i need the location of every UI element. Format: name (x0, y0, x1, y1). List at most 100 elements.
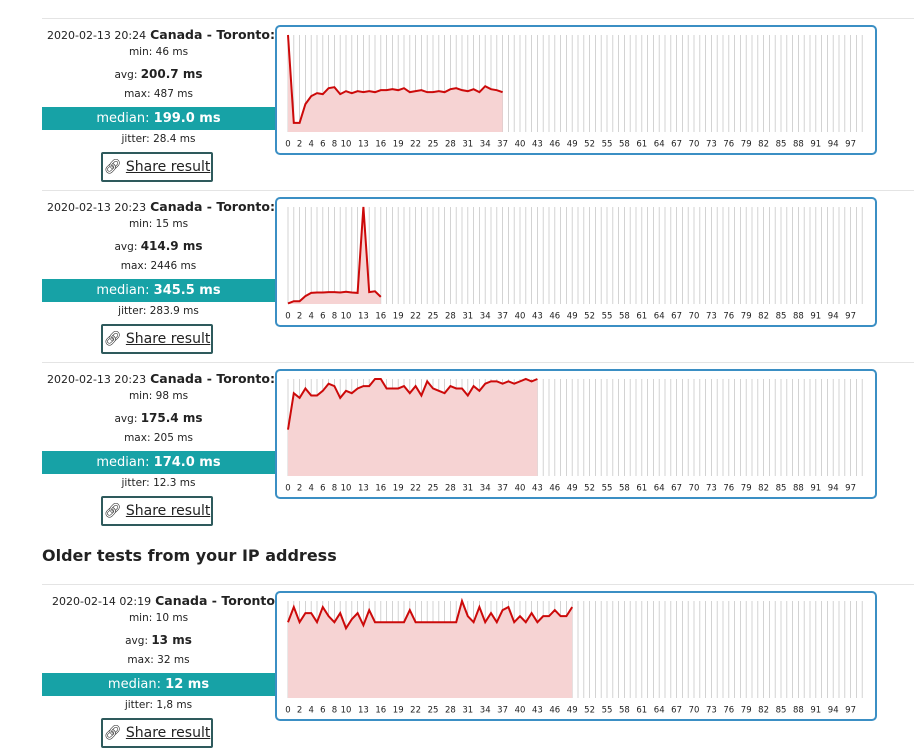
x-tick-label: 10 (341, 706, 352, 716)
x-tick-label: 10 (341, 312, 352, 322)
x-tick-label: 76 (723, 484, 734, 494)
x-tick-label: 40 (515, 706, 526, 716)
x-tick-label: 49 (567, 312, 578, 322)
x-tick-label: 85 (776, 484, 787, 494)
min-stat: min: 15 ms (42, 218, 275, 230)
share-text[interactable]: Share result (125, 159, 211, 175)
stat-label: max: (127, 654, 154, 666)
x-tick-label: 4 (308, 484, 313, 494)
x-tick-label: 70 (689, 312, 700, 322)
x-tick-label: 88 (793, 140, 804, 150)
share-text[interactable]: Share result (125, 725, 211, 741)
stat-value: 200.7 ms (140, 67, 203, 81)
x-tick-label: 82 (758, 312, 769, 322)
avg-stat: avg: 175.4 ms (42, 411, 275, 425)
separator (42, 584, 914, 585)
stat-label: min: (128, 218, 153, 230)
median-value: 345.5 ms (153, 283, 221, 298)
stat-value: 2446 ms (150, 260, 197, 272)
date: 2020-02-13 20:23 (46, 373, 147, 386)
x-tick-label: 67 (671, 484, 682, 494)
x-tick-label: 94 (828, 312, 839, 322)
x-tick-label: 25 (428, 484, 439, 494)
result-block: 2020-02-13 20:24 Canada - Toronto: min: 46… (0, 18, 914, 190)
stat-label: avg: (125, 635, 148, 647)
x-tick-label: 55 (602, 484, 613, 494)
x-tick-label: 55 (602, 312, 613, 322)
stat-label: max: (124, 432, 151, 444)
x-tick-label: 58 (619, 140, 630, 150)
x-tick-label: 55 (602, 140, 613, 150)
share-button[interactable]: 🔗︎ Share result (101, 152, 213, 182)
x-tick-label: 4 (308, 140, 313, 150)
stat-value: 10 ms (155, 612, 189, 624)
result-header: 2020-02-13 20:23 Canada - Toronto: (42, 199, 275, 214)
x-tick-label: 58 (619, 484, 630, 494)
x-tick-label: 8 (332, 706, 337, 716)
x-tick-label: 16 (375, 706, 386, 716)
x-tick-label: 76 (723, 140, 734, 150)
max-stat: max: 32 ms (42, 654, 275, 666)
median-bar: median: 12 ms (42, 673, 275, 696)
x-tick-label: 46 (549, 140, 560, 150)
x-tick-label: 37 (497, 484, 508, 494)
x-tick-label: 37 (497, 140, 508, 150)
x-tick-label: 37 (497, 312, 508, 322)
median-value: 174.0 ms (153, 455, 221, 470)
x-tick-label: 40 (515, 484, 526, 494)
x-tick-label: 10 (341, 484, 352, 494)
share-button[interactable]: 🔗︎ Share result (101, 324, 213, 354)
x-tick-label: 49 (567, 484, 578, 494)
x-tick-label: 58 (619, 706, 630, 716)
x-tick-label: 8 (332, 140, 337, 150)
share-text[interactable]: Share result (125, 503, 211, 519)
x-tick-label: 91 (810, 484, 821, 494)
x-tick-label: 22 (410, 706, 421, 716)
x-tick-label: 70 (689, 484, 700, 494)
x-tick-label: 73 (706, 706, 717, 716)
x-tick-label: 19 (393, 312, 404, 322)
date: 2020-02-13 20:23 (46, 201, 147, 214)
x-tick-label: 58 (619, 312, 630, 322)
x-tick-label: 40 (515, 312, 526, 322)
x-tick-label: 67 (671, 312, 682, 322)
x-tick-label: 76 (723, 706, 734, 716)
x-tick-label: 13 (358, 312, 369, 322)
x-tick-label: 28 (445, 312, 456, 322)
stat-label: min: (128, 46, 153, 58)
x-tick-label: 97 (845, 140, 856, 150)
share-button[interactable]: 🔗︎ Share result (101, 496, 213, 526)
stat-value: 28.4 ms (153, 133, 196, 145)
x-tick-label: 94 (828, 140, 839, 150)
x-tick-label: 13 (358, 706, 369, 716)
x-tick-label: 70 (689, 140, 700, 150)
separator (42, 190, 914, 191)
chart: 0 2 4 6 8 10 13 16 19 22 25 28 31 34 37 40 43 46 49 52 55 58 6… (285, 206, 863, 322)
median-label: median: (96, 283, 150, 298)
x-tick-label: 22 (410, 140, 421, 150)
x-tick-label: 6 (320, 484, 325, 494)
result-summary: 2020-02-13 20:23 Canada - Toronto: min: 15… (42, 190, 275, 362)
x-tick-label: 88 (793, 484, 804, 494)
x-tick-label: 52 (584, 706, 595, 716)
x-tick-label: 28 (445, 140, 456, 150)
x-tick-label: 88 (793, 706, 804, 716)
share-button[interactable]: 🔗︎ Share result (101, 718, 213, 748)
x-tick-label: 97 (845, 484, 856, 494)
x-tick-label: 0 (285, 484, 290, 494)
jitter-stat: jitter: 12.3 ms (42, 477, 275, 489)
x-tick-label: 8 (332, 312, 337, 322)
chart-box: 0 2 4 6 8 10 13 16 19 22 25 28 31 34 37 40 43 46 49 52 55 58 6… (275, 591, 877, 721)
median-bar: median: 199.0 ms (42, 107, 275, 130)
x-tick-label: 19 (393, 706, 404, 716)
max-stat: max: 205 ms (42, 432, 275, 444)
share-text[interactable]: Share result (125, 331, 211, 347)
x-tick-label: 43 (532, 140, 543, 150)
latency-line (287, 34, 503, 124)
x-tick-label: 2 (297, 312, 302, 322)
median-label: median: (107, 677, 162, 692)
stat-value: 46 ms (155, 46, 189, 58)
date: 2020-02-13 20:24 (46, 29, 147, 42)
stat-value: 175.4 ms (140, 411, 203, 425)
